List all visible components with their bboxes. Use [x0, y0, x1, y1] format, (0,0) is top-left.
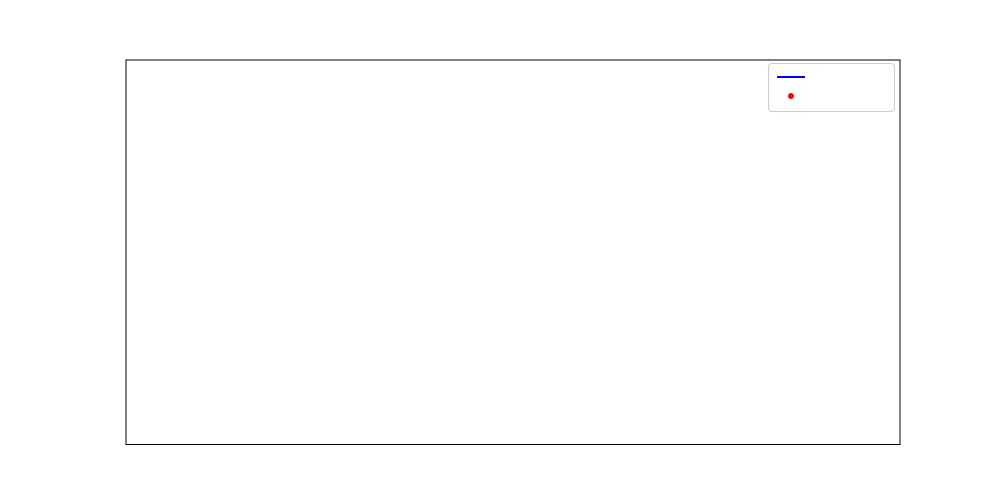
- plot-area: [125, 59, 901, 445]
- observed-dot-sample-swatch: [777, 93, 805, 100]
- legend-entry-observed: [777, 93, 890, 100]
- line-icon: [777, 75, 805, 78]
- fitted-line-sample-swatch: [777, 75, 805, 78]
- legend-entry-fitted: [777, 75, 890, 78]
- legend: [768, 63, 895, 112]
- dot-icon: [788, 93, 794, 100]
